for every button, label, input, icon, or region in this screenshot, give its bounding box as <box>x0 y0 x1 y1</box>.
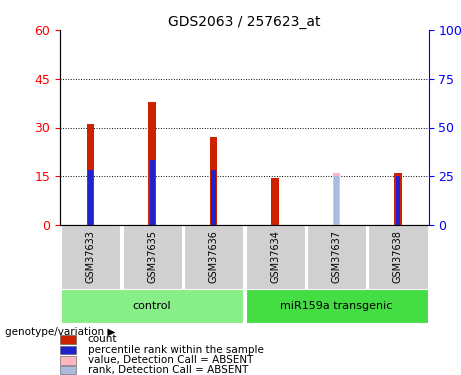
Bar <box>333 173 340 225</box>
Bar <box>368 225 427 289</box>
Bar <box>184 225 243 289</box>
Text: rank, Detection Call = ABSENT: rank, Detection Call = ABSENT <box>88 365 248 375</box>
Text: value, Detection Call = ABSENT: value, Detection Call = ABSENT <box>88 355 253 365</box>
Bar <box>61 289 243 322</box>
Bar <box>334 176 339 225</box>
Text: control: control <box>133 301 171 310</box>
Bar <box>60 335 76 344</box>
Bar <box>210 137 217 225</box>
Bar <box>272 178 279 225</box>
Bar <box>60 366 76 374</box>
Bar <box>396 176 401 225</box>
Bar <box>123 225 182 289</box>
Bar <box>88 170 93 225</box>
Text: count: count <box>88 334 117 344</box>
Bar <box>246 225 305 289</box>
Text: GSM37637: GSM37637 <box>331 230 342 284</box>
Bar <box>60 346 76 354</box>
Bar <box>61 225 120 289</box>
Text: GSM37633: GSM37633 <box>86 230 96 284</box>
Bar <box>150 160 154 225</box>
Bar <box>87 124 95 225</box>
Bar <box>246 289 427 322</box>
Text: GSM37636: GSM37636 <box>208 230 219 284</box>
Text: genotype/variation ▶: genotype/variation ▶ <box>5 327 115 337</box>
Text: GSM37634: GSM37634 <box>270 230 280 284</box>
Text: percentile rank within the sample: percentile rank within the sample <box>88 345 264 355</box>
Bar <box>307 225 366 289</box>
Bar <box>394 173 402 225</box>
Text: miR159a transgenic: miR159a transgenic <box>280 301 393 310</box>
Text: GSM37638: GSM37638 <box>393 230 403 284</box>
Bar <box>211 170 216 225</box>
Bar <box>148 102 156 225</box>
Text: GSM37635: GSM37635 <box>147 230 157 284</box>
Bar <box>60 356 76 364</box>
Title: GDS2063 / 257623_at: GDS2063 / 257623_at <box>168 15 320 29</box>
